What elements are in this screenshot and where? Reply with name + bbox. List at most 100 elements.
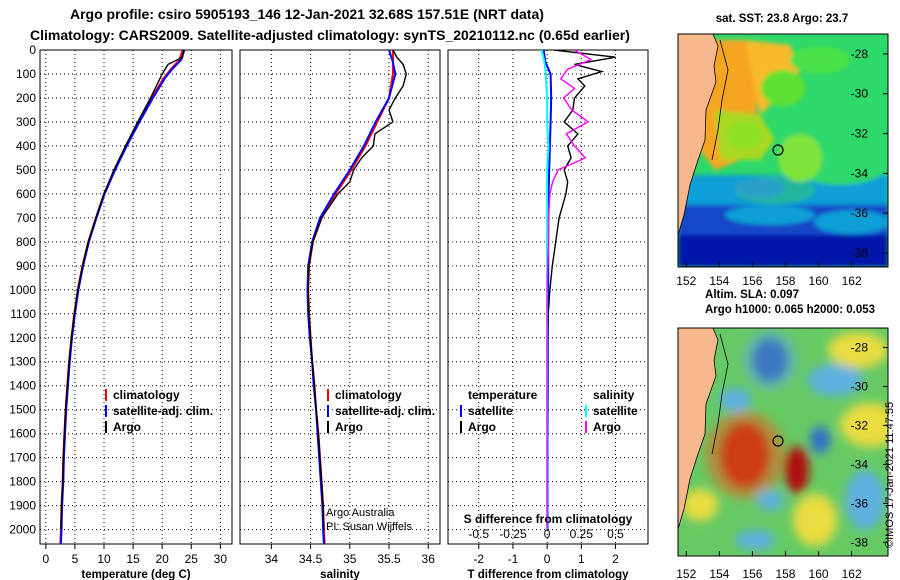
- x-tick-label: 25: [185, 552, 199, 566]
- depth-tick-label: 1200: [9, 331, 36, 345]
- depth-tick-label: 1900: [9, 499, 36, 513]
- map-lat-label: -30: [851, 87, 869, 101]
- salinity-panel: [239, 49, 441, 545]
- salinity-profiles: [306, 50, 408, 544]
- map-lat-label: -38: [851, 535, 869, 549]
- x-tick-label: 15: [126, 552, 140, 566]
- legend-climatology-label: climatology: [335, 388, 402, 402]
- series-line-argo: [60, 50, 185, 530]
- depth-tick-label: 200: [16, 91, 36, 105]
- annotation-argo-australia: Argo Australia: [326, 507, 395, 519]
- map-lat-label: -36: [851, 496, 869, 510]
- map-lon-label: 162: [842, 567, 862, 580]
- depth-tick-label: 1500: [9, 403, 36, 417]
- depth-tick-label: 1400: [9, 379, 36, 393]
- series-line-argo: [307, 50, 408, 530]
- depth-tick-label: 800: [16, 235, 36, 249]
- imos-credit: ©IMOS 17-Jan-2021 11:47:55: [884, 402, 896, 548]
- map-lon-label: 152: [676, 274, 696, 288]
- legend-satellite-label: satellite-adj. clim.: [335, 404, 435, 418]
- map-lon-label: 156: [742, 274, 762, 288]
- depth-tick-label: 400: [16, 139, 36, 153]
- depth-tick-label: 500: [16, 163, 36, 177]
- map-lat-label: -28: [851, 340, 869, 354]
- annotation-pi: PI: Susan Wijffels: [326, 521, 412, 533]
- difference-profiles: [540, 50, 616, 530]
- map-lon-label: 154: [709, 567, 729, 580]
- x-tick-label: 10: [97, 552, 111, 566]
- x-tick-label: 34.5: [299, 552, 323, 566]
- difference-legend: temperature satellite Argo salinity sate…: [460, 388, 638, 434]
- legend-satellite-label: satellite-adj. clim.: [113, 404, 213, 418]
- map-lat-label: -34: [851, 166, 869, 180]
- map-lat-label: -36: [851, 206, 869, 220]
- map-lon-label: 156: [742, 567, 762, 580]
- x-tick-label: 20: [156, 552, 170, 566]
- legend-t-satellite-label: satellite: [468, 404, 513, 418]
- series-line-salinity-argo: [546, 50, 593, 530]
- legend-argo-label: Argo: [335, 420, 363, 434]
- depth-tick-label: 2000: [9, 523, 36, 537]
- map-lat-label: -30: [851, 379, 869, 393]
- map-lat-label: -32: [851, 127, 869, 141]
- t-difference-xlabel: T difference from climatology: [467, 569, 629, 580]
- salinity-tick-labels: 34 34.5 35 35.5 36: [265, 552, 436, 566]
- depth-tick-label: 100: [16, 67, 36, 81]
- temperature-legend: climatology satellite-adj. clim. Argo: [105, 388, 213, 434]
- depth-tick-label: 600: [16, 187, 36, 201]
- x-tick-label: 5: [72, 552, 79, 566]
- legend-t-argo-label: Argo: [468, 420, 496, 434]
- argo-position-marker: [772, 144, 784, 156]
- depth-tick-label: 1100: [10, 307, 36, 321]
- x-tick-label: -1: [508, 552, 519, 566]
- map-lon-label: 158: [775, 274, 795, 288]
- x-tick-label: 35.5: [377, 552, 401, 566]
- map-lon-label: 162: [842, 274, 862, 288]
- x-tick-label: 0: [42, 552, 49, 566]
- australia-coast-land: [678, 34, 719, 236]
- australia-coast-land: [678, 328, 719, 530]
- legend-salinity-title: salinity: [593, 388, 635, 402]
- x-tick-label: 0: [544, 552, 551, 566]
- temperature-tick-labels: 0 5 10 15 20 25 30: [42, 552, 227, 566]
- salinity-legend: climatology satellite-adj. clim. Argo Ar…: [326, 388, 435, 533]
- map-lon-label: 152: [676, 567, 696, 580]
- depth-tick-label: 300: [16, 115, 36, 129]
- depth-tick-label: 700: [16, 211, 36, 225]
- argo-position-marker: [772, 435, 784, 447]
- x-tick-label: 2: [612, 552, 619, 566]
- sla-map: [678, 328, 888, 556]
- depth-tick-label: 0: [29, 43, 36, 57]
- map-lat-label: -32: [851, 418, 869, 432]
- x-tick-label: -2: [473, 552, 484, 566]
- temperature-panel: [39, 49, 233, 545]
- legend-climatology-label: climatology: [113, 388, 180, 402]
- sla-map-frame: [677, 327, 889, 557]
- map-lon-label: 154: [709, 274, 729, 288]
- depth-tick-label: 1800: [9, 475, 36, 489]
- sla-map-ticks: 152 154 156 158 160 162 -28 -30 -32 -34 -36 -38: [676, 340, 888, 580]
- s-difference-tick-labels: -0.5 -0.25 0 0.25 0.5: [468, 527, 624, 541]
- title-line-1: Argo profile: csiro 5905193_146 12-Jan-2…: [70, 6, 544, 22]
- x-tick-label: 36: [422, 552, 436, 566]
- sst-map-title: sat. SST: 23.8 Argo: 23.7: [716, 13, 849, 25]
- map-lat-label: -28: [851, 47, 869, 61]
- x-tick-label: 1: [578, 552, 585, 566]
- map-lon-label: 160: [809, 567, 829, 580]
- depth-tick-labels: 0 100 200 300 400 500 600 700 800 900 1000 1100 1200…: [9, 43, 36, 537]
- legend-s-satellite-label: satellite: [593, 404, 638, 418]
- legend-temperature-title: temperature: [468, 388, 538, 402]
- x-tick-label: 35: [343, 552, 357, 566]
- t-difference-tick-labels: -2 -1 0 1 2: [473, 552, 619, 566]
- sla-map-title: Altim. SLA: 0.097: [705, 289, 799, 301]
- s-difference-xlabel: S difference from climatology: [464, 512, 633, 526]
- sst-map-ticks: 152 154 156 158 160 162 -28 -30 -32 -34 -36 -38: [676, 47, 888, 288]
- depth-tick-label: 900: [16, 259, 36, 273]
- title-line-2: Climatology: CARS2009. Satellite-adjuste…: [30, 27, 630, 43]
- x-tick-label: 30: [214, 552, 228, 566]
- legend-s-argo-label: Argo: [593, 420, 621, 434]
- depth-tick-label: 1300: [9, 355, 36, 369]
- salinity-xlabel: salinity: [320, 569, 360, 580]
- legend-argo-label: Argo: [113, 420, 141, 434]
